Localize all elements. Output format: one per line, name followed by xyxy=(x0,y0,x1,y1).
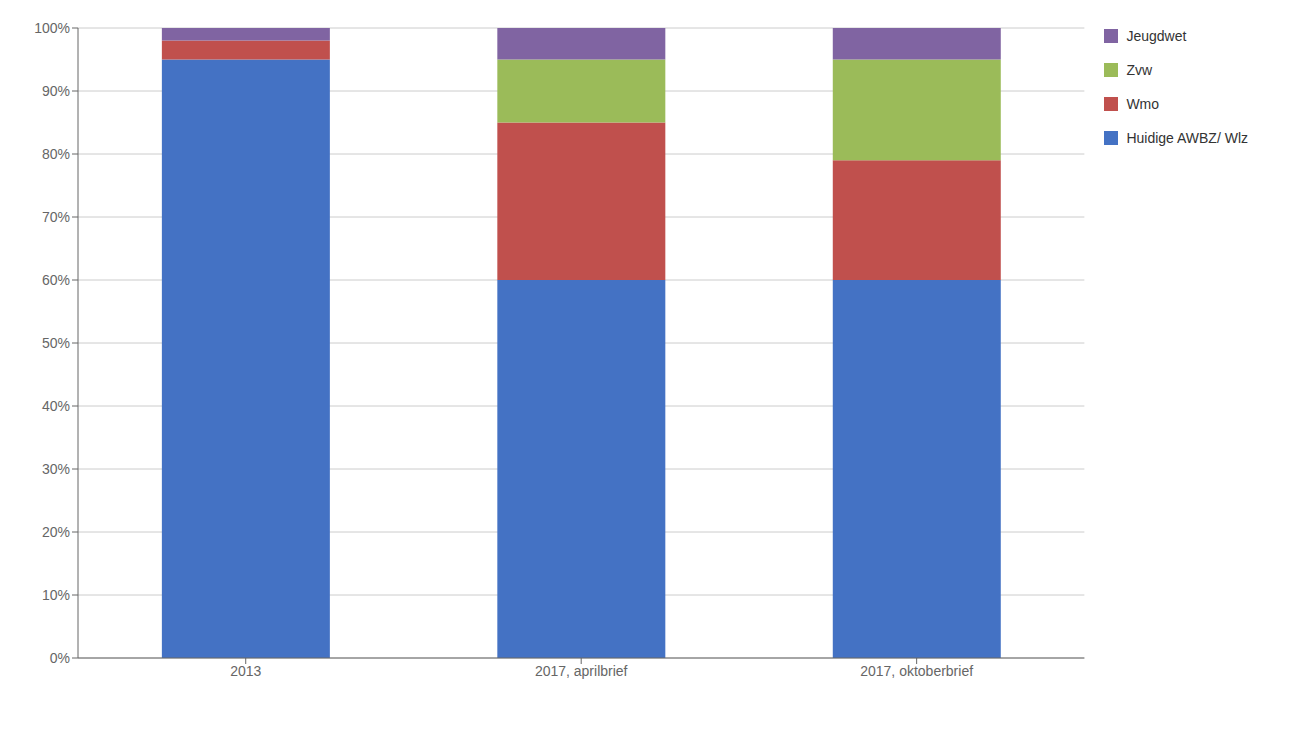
svg-text:2013: 2013 xyxy=(230,663,261,679)
html-text:Wmo: Wmo xyxy=(1126,96,1159,112)
svg-text:2017, aprilbrief: 2017, aprilbrief xyxy=(535,663,628,679)
svg-text:100%: 100% xyxy=(34,20,70,36)
svg-text:50%: 50% xyxy=(42,335,70,351)
svg-text:90%: 90% xyxy=(42,83,70,99)
svg-text:20%: 20% xyxy=(42,524,70,540)
svg-text:0%: 0% xyxy=(50,650,70,666)
svg-text:10%: 10% xyxy=(42,587,70,603)
svg-text:30%: 30% xyxy=(42,461,70,477)
svg-text:70%: 70% xyxy=(42,209,70,225)
html-text:Jeugdwet: Jeugdwet xyxy=(1126,28,1187,44)
svg-text:2017, oktoberbrief: 2017, oktoberbrief xyxy=(860,663,973,679)
svg-text:60%: 60% xyxy=(42,272,70,288)
html-text:Huidige AWBZ/ Wlz: Huidige AWBZ/ Wlz xyxy=(1126,130,1248,146)
html-text:Zvw: Zvw xyxy=(1126,62,1152,78)
svg-text:40%: 40% xyxy=(42,398,70,414)
svg-text:80%: 80% xyxy=(42,146,70,162)
